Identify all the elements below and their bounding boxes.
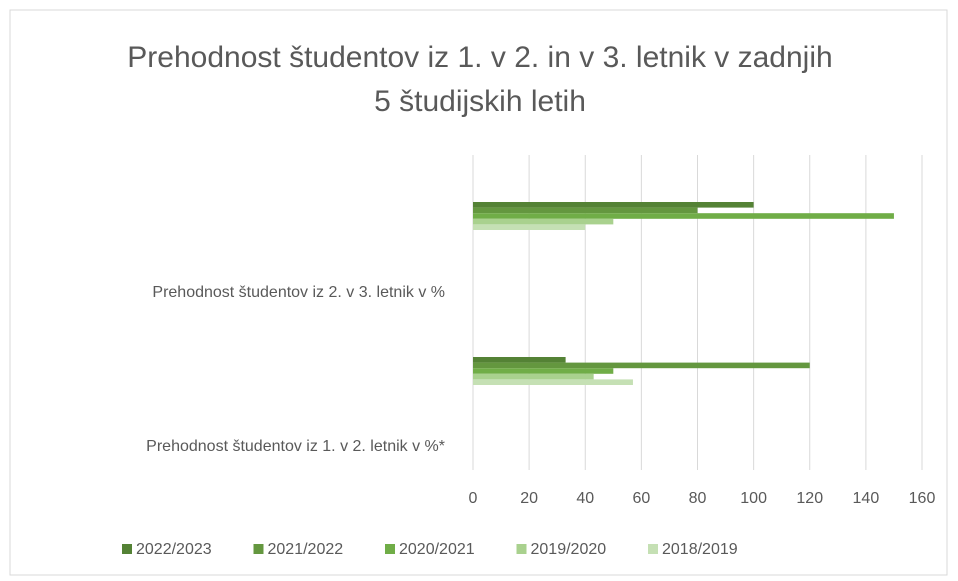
y-tick-label: Prehodnost študentov iz 1. v 2. letnik v… — [146, 438, 445, 455]
x-tick-label: 160 — [909, 490, 936, 507]
x-tick-label: 60 — [632, 490, 650, 507]
chart-border — [9, 9, 948, 576]
legend-label: 2019/2020 — [531, 541, 607, 558]
bar — [473, 213, 894, 219]
chart-title: Prehodnost študentov iz 1. v 2. in v 3. … — [127, 41, 833, 118]
legend-swatch — [516, 544, 527, 554]
legend-label: 2021/2022 — [268, 541, 344, 558]
bar — [473, 218, 614, 225]
x-tick-label: 120 — [796, 490, 823, 507]
bar — [473, 379, 633, 385]
x-tick-label: 80 — [689, 490, 707, 507]
bar — [473, 202, 754, 208]
x-tick-label: 100 — [740, 490, 767, 507]
legend-label: 2022/2023 — [136, 541, 212, 558]
legend-label: 2018/2019 — [662, 541, 738, 558]
legend-swatch — [385, 544, 395, 554]
bar — [473, 362, 810, 369]
x-tick-label: 20 — [520, 490, 538, 507]
y-tick-label: Prehodnost študentov iz 2. v 3. letnik v… — [152, 284, 445, 301]
x-tick-label: 140 — [853, 490, 880, 507]
legend-swatch — [648, 544, 658, 554]
bar — [473, 373, 594, 380]
bar — [473, 368, 614, 374]
legend-label: 2020/2021 — [399, 541, 475, 558]
legend-swatch — [253, 544, 264, 554]
bar — [473, 357, 566, 363]
bar — [473, 207, 698, 214]
x-tick-label: 40 — [576, 490, 594, 507]
legend-swatch — [122, 544, 132, 554]
x-tick-label: 0 — [469, 490, 478, 507]
bar — [473, 224, 586, 230]
